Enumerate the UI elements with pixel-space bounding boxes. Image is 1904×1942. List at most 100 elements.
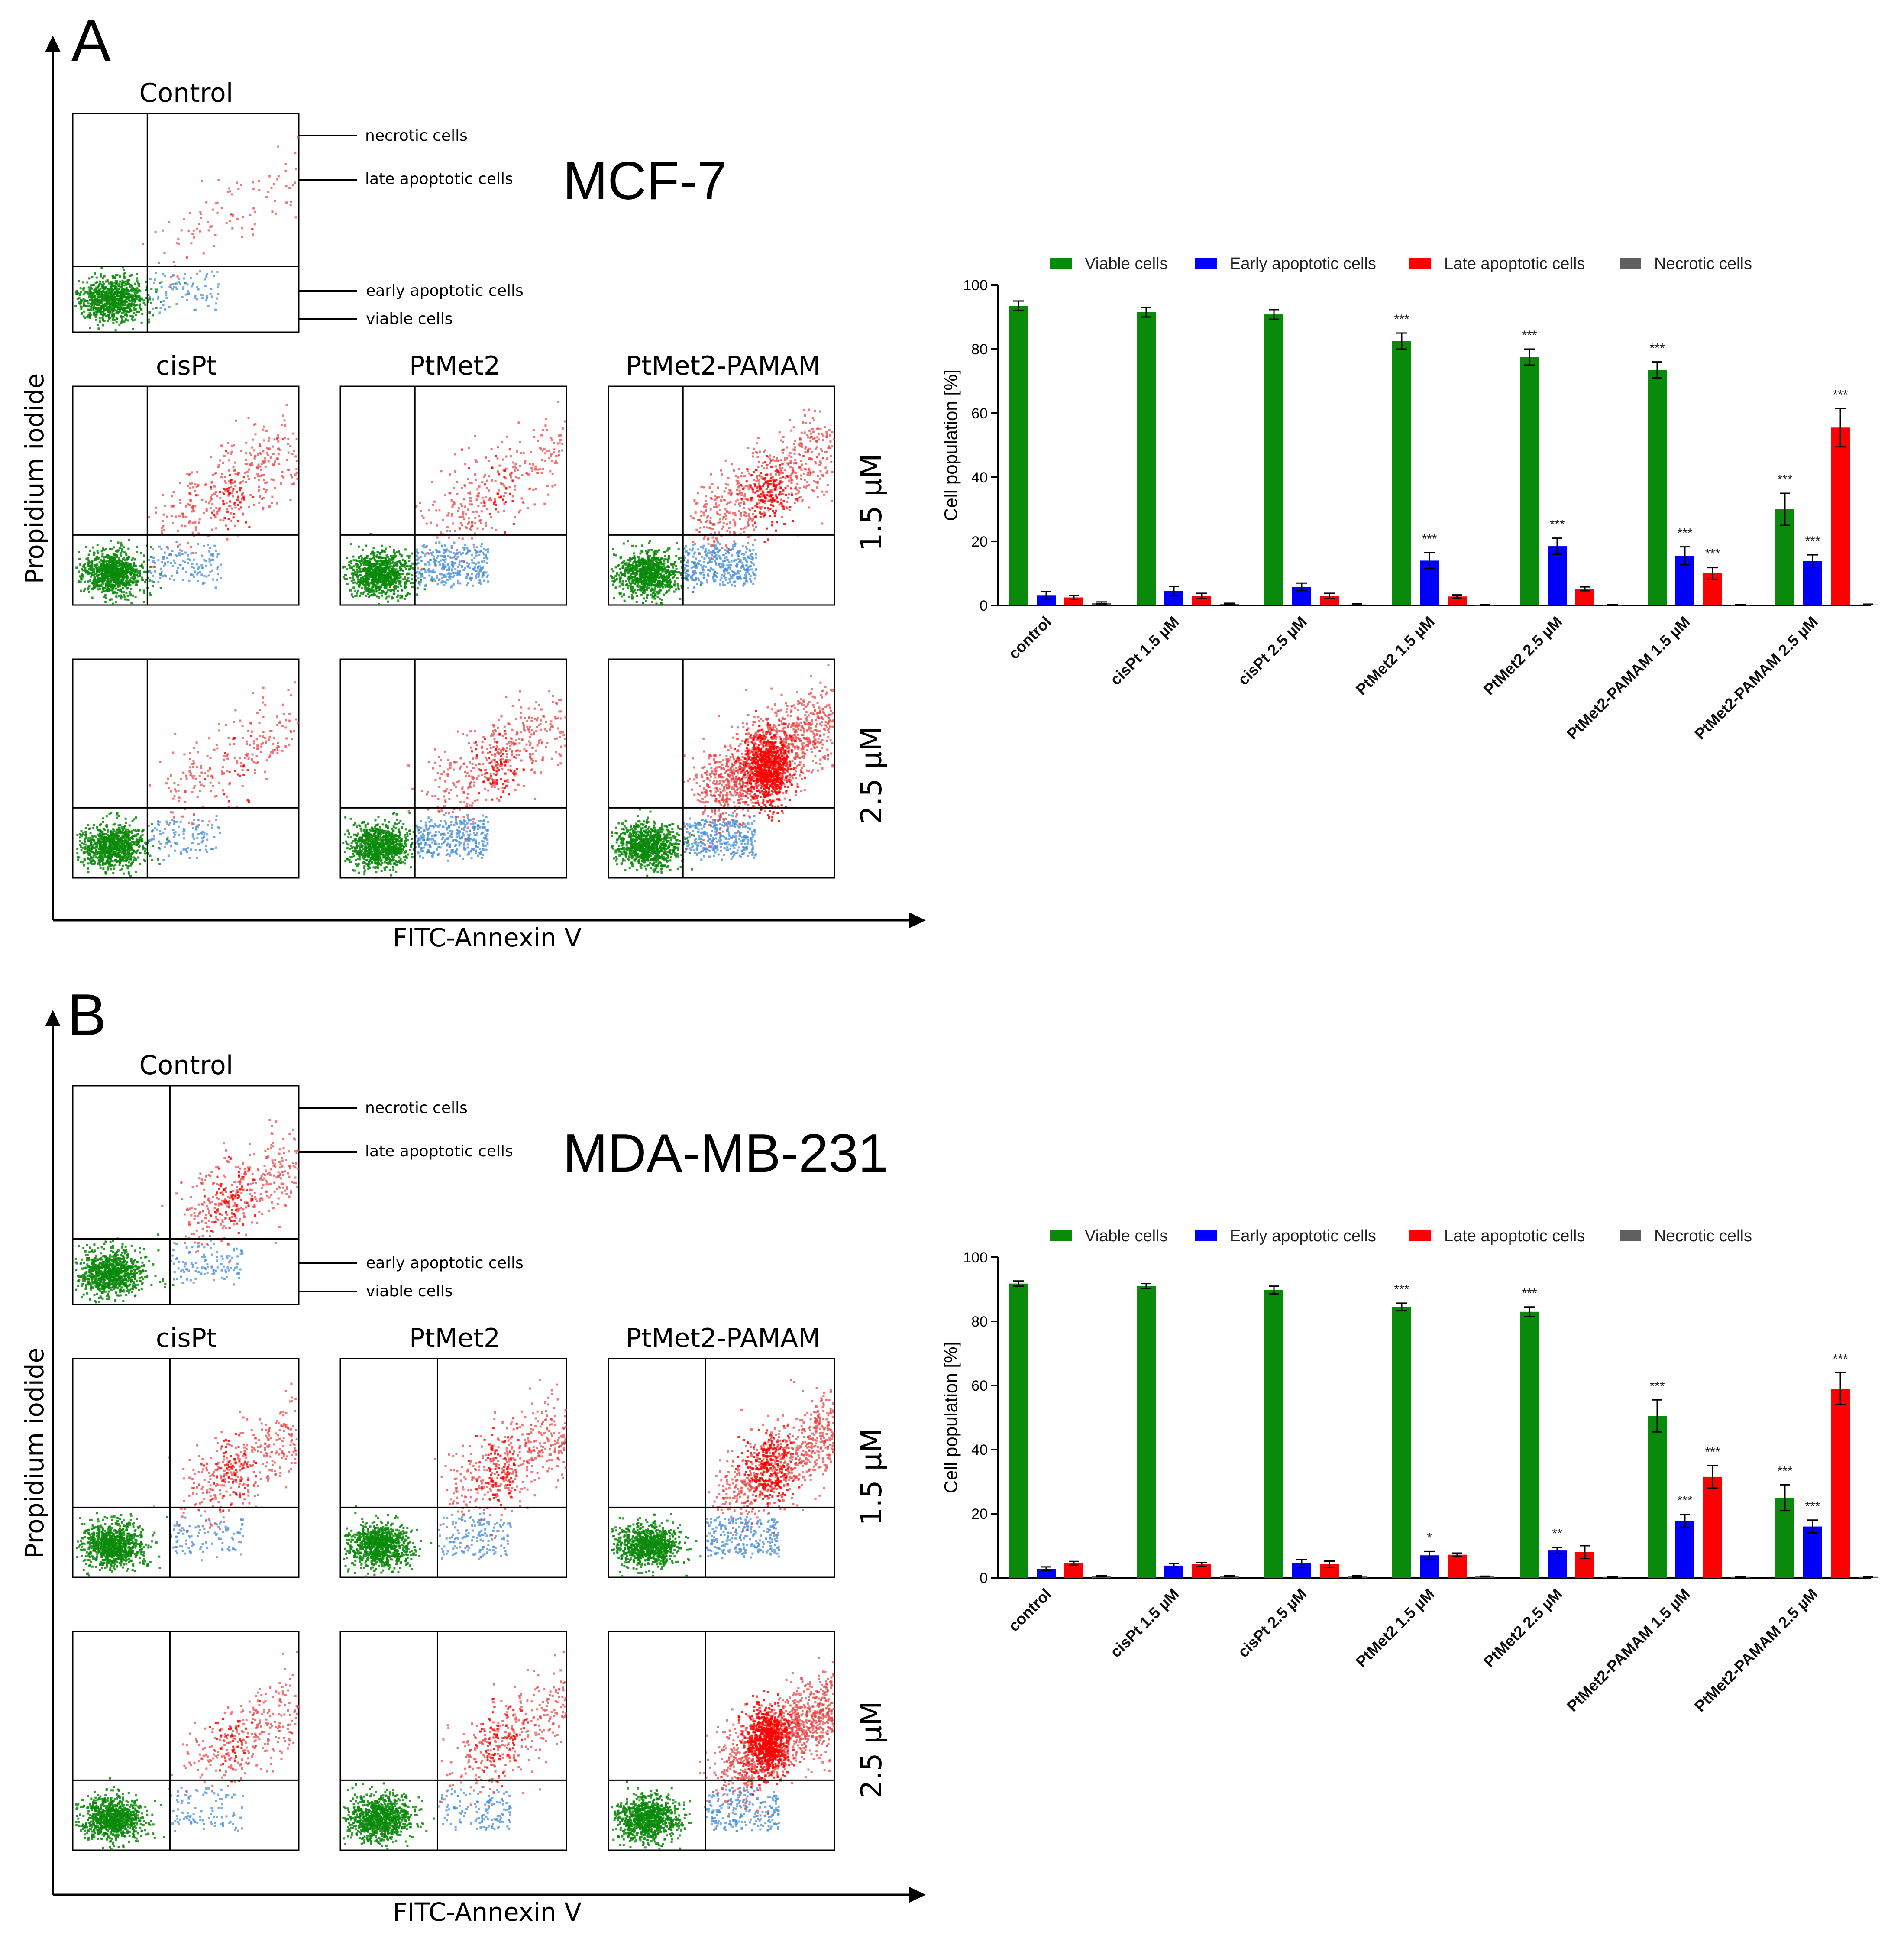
significance-mark: *** [1833,388,1848,402]
significance-mark: *** [1677,1493,1692,1508]
annotation-early-b: early apoptotic cells [366,1254,524,1272]
row-label-15-a: 1.5 µM [855,454,888,551]
bar-0-5 [1648,370,1667,605]
category-label: control [1005,613,1054,663]
category-label: PtMet2 1.5 µM [1352,1585,1438,1671]
flow-x-title-b: FITC-Annexin V [393,1897,582,1927]
bar-0-1 [1137,312,1156,605]
legend-label: Viable cells [1085,255,1168,273]
bar-2-4 [1575,589,1594,605]
panel-b: B FITC-Annexin V Propidium iodide Contro… [20,982,926,1927]
row-label-25-b: 2.5 µM [855,1701,888,1799]
flow-y-axis-arrow-b [45,1010,61,1026]
significance-mark: *** [1677,526,1692,541]
significance-mark: *** [1549,518,1565,532]
category-label: PtMet2-PAMAM 1.5 µM [1563,1585,1694,1715]
flow-PtMet2_2-A-dots [342,690,567,877]
control-title-b: Control [139,1050,233,1081]
significance-mark: *** [1394,312,1409,327]
control-title-a: Control [139,78,233,108]
significance-mark: * [1427,1531,1432,1545]
legend-swatch [1620,1230,1641,1241]
significance-mark: *** [1394,1282,1409,1297]
category-label: PtMet2-PAMAM 2.5 µM [1691,613,1821,743]
legend-swatch [1195,1230,1217,1241]
flow-plots-a [72,113,835,879]
bar-2-6 [1831,427,1850,605]
bar-chart-mdamb231: 0 20 40 60 80 100 Cell population [%] Viable ce… [941,1227,1878,1715]
bar-0-0 [1009,306,1028,605]
significance-mark: *** [1522,328,1537,343]
flow-PtMet2_2-B-dots [342,1651,567,1850]
legend-swatch [1050,1230,1072,1241]
flow-cisPt_1-A-dots [75,404,299,605]
flow-PtMet2_1-A [339,385,567,606]
flow-cisPt_1-B-dots [76,1382,298,1577]
flow-y-title-a: Propidium iodide [20,373,49,584]
flow-PAMAM_2-B [608,1631,835,1851]
flow-control-B [72,1085,300,1305]
y-tick-label: 0 [979,1570,988,1586]
flow-PAMAM_1-A [608,385,835,606]
y-tick-label: 40 [971,1442,988,1458]
flow-cisPt_2-A-dots [76,681,299,877]
flow-x-axis-arrow-b [909,1887,926,1903]
category-label: PtMet2-PAMAM 1.5 µM [1563,613,1694,743]
flow-cisPt_2-B-dots [75,1651,299,1851]
column-title-pamam-b: PtMet2-PAMAM [626,1323,821,1353]
flow-PAMAM_1-B [608,1358,835,1578]
flow-control-B-dots [74,1119,299,1304]
y-tick-label: 80 [971,341,988,358]
panel-letter-a: A [71,7,111,73]
annotation-necrotic-b: necrotic cells [365,1099,468,1117]
bar-y-title: Cell population [%] [941,369,961,521]
bar-0-1 [1137,1286,1156,1578]
bar-0-0 [1009,1283,1028,1578]
panel-a: A FITC-Annexin V Propidium iodide Contro… [20,7,926,952]
annotation-viable-a: viable cells [366,310,453,328]
bar-1-6 [1803,561,1822,605]
annotation-late-a: late apoptotic cells [365,170,513,188]
flow-PAMAM_1-A-dots [610,408,835,605]
category-label: PtMet2 1.5 µM [1352,613,1438,699]
legend-label: Early apoptotic cells [1230,255,1376,273]
flow-PAMAM_2-A [608,658,835,879]
flow-PtMet2_1-A-dots [342,401,566,605]
bar-0-4 [1520,1311,1539,1578]
bar-0-5 [1648,1416,1667,1578]
legend-label: Necrotic cells [1654,1227,1752,1245]
bar-0-4 [1520,357,1539,605]
flow-control-A-dots [74,136,299,332]
significance-mark: *** [1777,473,1792,487]
significance-mark: *** [1777,1464,1792,1478]
significance-mark: *** [1649,1379,1665,1393]
column-title-ptmet2-b: PtMet2 [409,1323,500,1353]
flow-PAMAM_2-B-dots [611,1657,835,1850]
bar-2-6 [1831,1389,1850,1578]
legend-label: Early apoptotic cells [1230,1227,1376,1245]
flow-cisPt_1-B [72,1358,300,1578]
y-tick-label: 100 [963,277,988,294]
y-tick-label: 20 [971,534,988,550]
annotation-early-a: early apoptotic cells [366,282,524,300]
significance-mark: *** [1833,1352,1848,1366]
category-label: PtMet2-PAMAM 2.5 µM [1691,1585,1821,1715]
category-label: cisPt 1.5 µM [1106,613,1182,689]
significance-mark: ** [1552,1527,1562,1541]
flow-PAMAM_1-B-dots [611,1379,835,1578]
flow-x-title-a: FITC-Annexin V [393,923,582,952]
column-title-cispt-b: cisPt [156,1323,217,1353]
column-title-ptmet2-a: PtMet2 [409,351,500,381]
legend-label: Viable cells [1085,1227,1168,1245]
bar-1-6 [1803,1526,1822,1578]
flow-cisPt_2-A [72,658,300,879]
column-title-cispt-a: cisPt [156,351,217,381]
category-label: control [1005,1585,1054,1635]
legend-swatch [1409,1230,1431,1241]
flow-y-title-b: Propidium iodide [20,1348,49,1559]
bar-1-4 [1548,1550,1567,1578]
row-label-15-b: 1.5 µM [855,1428,888,1526]
flow-PtMet2_2-B [339,1631,567,1851]
bar-1-5 [1675,1521,1694,1578]
significance-mark: *** [1705,547,1720,561]
